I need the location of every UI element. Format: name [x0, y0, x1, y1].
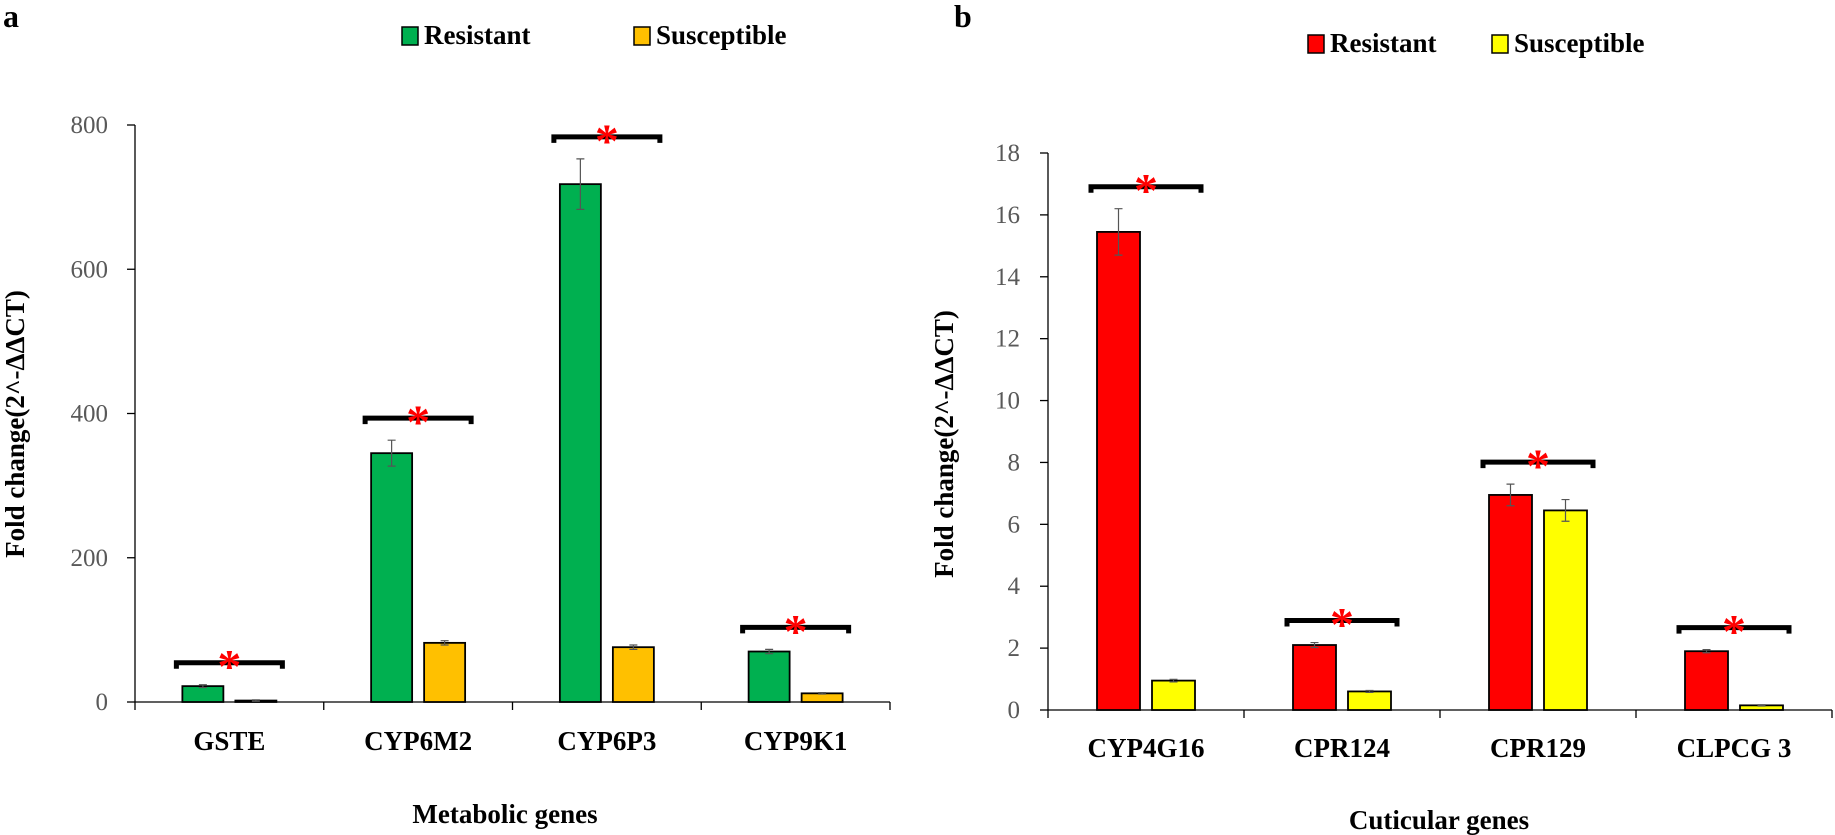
- panel-a-significance-star-gste: *: [217, 641, 241, 694]
- panel-b-legend-label-resistant: Resistant: [1330, 28, 1437, 58]
- panel-a-error-bar-cyp6p3-resistant: [576, 158, 585, 210]
- panel-b-bar-cpr124-resistant: [1292, 644, 1337, 711]
- panel-a-significance-star-cyp6p3: *: [595, 115, 619, 168]
- panel-b-bar-cyp4g16-resistant: [1096, 231, 1141, 711]
- panel-b-significance-bracket-cpr124: [1284, 618, 1400, 627]
- panel-b-y-tick-label-18: 18: [995, 140, 1020, 167]
- panel-b-y-tick-label-0: 0: [1008, 697, 1021, 724]
- panel-a-legend-swatch-susceptible: [633, 26, 651, 46]
- panel-b-significance-bracket-clpcg-3: [1676, 625, 1792, 634]
- panel-a-error-bar-cyp9k1-susceptible: [818, 692, 827, 695]
- panel-b-bar-cpr129-susceptible: [1543, 509, 1588, 711]
- panel-a-error-bar-cyp9k1-resistant: [765, 648, 774, 655]
- panel-a-bar-cyp6p3-susceptible: [611, 646, 655, 703]
- panel-a-significance-bracket-cyp6m2: [362, 415, 474, 425]
- panel-b-bar-clpcg-3-resistant: [1684, 650, 1729, 711]
- panel-a-x-axis-title: Metabolic genes: [412, 799, 597, 829]
- panel-b-significance-bracket-cpr129: [1480, 459, 1596, 469]
- panel-b-y-axis-title: Fold change(2^-ΔΔCT): [929, 310, 959, 578]
- panel-b-significance-bracket-cyp4g16: [1088, 184, 1204, 193]
- panel-b-category-label-cpr124: CPR124: [1294, 733, 1390, 763]
- panel-a-significance-bracket-cyp6p3: [551, 134, 663, 143]
- panel-b-category-label-cyp4g16: CYP4G16: [1088, 733, 1205, 763]
- panel-a-y-tick-label-800: 800: [71, 112, 109, 139]
- panel-b-chart: b Cuticular genes Fold change(2^-ΔΔCT) R…: [929, 0, 1833, 835]
- panel-b-significance-star-cpr124: *: [1330, 599, 1354, 652]
- panel-a-category-label-gste: GSTE: [193, 726, 265, 756]
- panel-b-y-tick-label-12: 12: [995, 326, 1020, 353]
- panel-a-y-tick-label-200: 200: [71, 545, 109, 572]
- panel-a-category-label-cyp6m2: CYP6M2: [364, 726, 472, 756]
- panel-b-y-tick-label-14: 14: [995, 264, 1021, 291]
- panel-a-significance-star-cyp9k1: *: [784, 605, 808, 658]
- panel-a-y-tick-label-400: 400: [71, 401, 109, 428]
- panel-b-bar-cyp4g16-susceptible: [1151, 679, 1196, 711]
- panel-b-significance-star-cyp4g16: *: [1134, 165, 1158, 218]
- panel-b-bar-cpr129-resistant: [1488, 494, 1533, 711]
- panel-b-error-bar-cpr124-susceptible: [1365, 689, 1374, 693]
- panel-a-y-tick-label-600: 600: [71, 256, 109, 283]
- panel-b-y-tick-label-10: 10: [995, 388, 1020, 415]
- panel-b-y-tick-label-6: 6: [1008, 511, 1021, 538]
- panel-b-bar-cpr124-susceptible: [1347, 690, 1392, 711]
- panel-a-y-axis-title: Fold change(2^-ΔΔCT): [0, 290, 30, 558]
- panel-a-error-bar-gste-resistant: [198, 684, 207, 689]
- panel-b-legend-swatch-susceptible: [1491, 34, 1509, 54]
- panel-a-category-label-cyp9k1: CYP9K1: [744, 726, 848, 756]
- panel-a-bar-cyp6m2-resistant: [370, 452, 414, 703]
- panel-a-significance-star-cyp6m2: *: [406, 396, 430, 449]
- panel-a-chart: a Metabolic genes Fold change(2^-ΔΔCT) R…: [0, 0, 891, 829]
- panel-a-error-bar-cyp6m2-resistant: [387, 439, 396, 467]
- panel-b-x-axis-title: Cuticular genes: [1349, 805, 1529, 835]
- panel-b-legend-swatch-resistant: [1307, 34, 1325, 54]
- panel-b-significance-star-cpr129: *: [1526, 440, 1550, 493]
- panel-b-error-bar-cpr124-resistant: [1310, 641, 1319, 649]
- panel-a-legend-label-susceptible: Susceptible: [656, 20, 787, 50]
- panel-a-significance-bracket-gste: [173, 660, 285, 669]
- panel-b-category-label-cpr129: CPR129: [1490, 733, 1586, 763]
- panel-b-y-tick-label-8: 8: [1008, 449, 1021, 476]
- panel-b-error-bar-clpcg-3-resistant: [1702, 649, 1711, 654]
- panel-b-error-bar-cpr129-susceptible: [1561, 498, 1570, 522]
- panel-a-category-label-cyp6p3: CYP6P3: [557, 726, 656, 756]
- panel-a-significance-bracket-cyp9k1: [740, 624, 852, 634]
- panel-b-significance-star-clpcg-3: *: [1722, 606, 1746, 659]
- panel-a-bar-cyp6p3-resistant: [558, 183, 602, 703]
- panel-b-legend-label-susceptible: Susceptible: [1514, 28, 1645, 58]
- panel-a-error-bar-cyp6m2-susceptible: [440, 640, 449, 646]
- panel-b-y-tick-label-2: 2: [1008, 635, 1021, 662]
- panel-b-error-bar-cpr129-resistant: [1506, 483, 1515, 507]
- panel-b-y-tick-label-16: 16: [995, 202, 1020, 229]
- panel-a-error-bar-gste-susceptible: [251, 699, 260, 702]
- panel-a-y-tick-label-0: 0: [96, 689, 109, 716]
- panel-b-error-bar-clpcg-3-susceptible: [1757, 704, 1766, 707]
- panel-a-bar-cyp6m2-susceptible: [423, 641, 467, 703]
- panel-b-error-bar-cyp4g16-resistant: [1114, 208, 1123, 256]
- panel-a-bar-cyp9k1-resistant: [747, 650, 791, 703]
- panel-a-error-bar-cyp6p3-susceptible: [629, 644, 638, 650]
- panel-b-error-bar-cyp4g16-susceptible: [1169, 678, 1178, 683]
- panel-b-y-tick-label-4: 4: [1008, 573, 1021, 600]
- panel-b-label: b: [954, 0, 972, 34]
- panel-a-legend-swatch-resistant: [401, 26, 419, 46]
- panel-b-category-label-clpcg-3: CLPCG 3: [1677, 733, 1792, 763]
- panel-a-label: a: [3, 0, 19, 34]
- panel-a-legend-label-resistant: Resistant: [424, 20, 531, 50]
